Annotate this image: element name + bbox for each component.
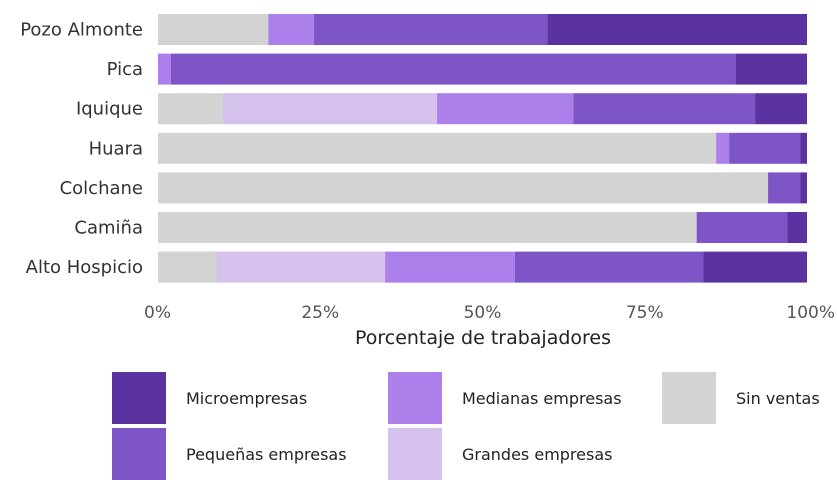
legend-swatch-microempresas (112, 372, 166, 424)
bar-huara-pequenas-empresas (729, 132, 801, 164)
legend-label-pequenas-empresas: Pequeñas empresas (186, 444, 347, 464)
bar-iquique-medianas-empresas (437, 93, 574, 125)
bar-iquique-sin-ventas (158, 93, 223, 125)
x-tick-label-25-: 25% (301, 303, 339, 323)
bar-camina-microempresas (787, 212, 807, 243)
bar-pica-pequenas-empresas (170, 53, 736, 85)
bar-camina-pequenas-empresas (696, 212, 788, 243)
legend-swatch-medianas-empresas (388, 372, 442, 424)
legend-item-pequenas-empresas: Pequeñas empresas (112, 428, 347, 480)
legend-label-sin-ventas: Sin ventas (736, 388, 820, 408)
category-label-colchane: Colchane (60, 178, 143, 199)
category-label-pozo-almonte: Pozo Almonte (20, 20, 143, 41)
bar-pozo-almonte-sin-ventas (158, 14, 269, 45)
bar-camina-sin-ventas (158, 212, 697, 243)
legend-swatch-pequenas-empresas (112, 428, 166, 480)
category-label-iquique: Iquique (76, 99, 143, 120)
bar-huara-sin-ventas (158, 132, 717, 164)
legend-item-microempresas: Microempresas (112, 372, 307, 424)
x-tick-label-0-: 0% (144, 303, 171, 323)
bar-pozo-almonte-medianas-empresas (268, 14, 314, 45)
bar-alto-hospicio-sin-ventas (158, 251, 217, 283)
x-axis-title: Porcentaje de trabajadores (355, 327, 611, 349)
category-label-pica: Pica (107, 59, 143, 80)
legend-label-microempresas: Microempresas (186, 388, 308, 408)
legend-item-medianas-empresas: Medianas empresas (388, 372, 622, 424)
bar-pozo-almonte-microempresas (547, 14, 807, 45)
bar-iquique-pequenas-empresas (573, 93, 756, 125)
bar-alto-hospicio-pequenas-empresas (514, 251, 704, 283)
bar-pica-microempresas (735, 53, 807, 85)
legend: Microempresas Medianas empresas Sin vent… (112, 372, 832, 480)
bar-huara-medianas-empresas (716, 132, 730, 164)
legend-swatch-sin-ventas (662, 372, 716, 424)
bar-colchane-microempresas (800, 172, 807, 204)
x-tick-label-100-: 100% (786, 303, 835, 323)
bar-alto-hospicio-medianas-empresas (385, 251, 515, 283)
legend-swatch-grandes-empresas (388, 428, 442, 480)
legend-item-sin-ventas: Sin ventas (662, 372, 820, 424)
bar-iquique-grandes-empresas (222, 93, 438, 125)
bar-colchane-pequenas-empresas (768, 172, 801, 204)
category-label-alto-hospicio: Alto Hospicio (26, 257, 143, 278)
bar-pozo-almonte-pequenas-empresas (313, 14, 548, 45)
bar-iquique-microempresas (755, 93, 807, 125)
x-tick-label-75-: 75% (626, 303, 664, 323)
x-tick-label-50-: 50% (464, 303, 502, 323)
legend-label-grandes-empresas: Grandes empresas (462, 444, 613, 464)
bar-alto-hospicio-microempresas (703, 251, 807, 283)
category-label-camina: Camiña (74, 218, 143, 239)
category-label-huara: Huara (89, 138, 143, 159)
bar-alto-hospicio-grandes-empresas (216, 251, 386, 283)
legend-label-medianas-empresas: Medianas empresas (462, 388, 622, 408)
bars-group (158, 14, 807, 283)
category-labels: Pozo Almonte Pica Iquique Huara Colchane Cami… (20, 20, 143, 279)
x-tick-labels: 0% 25% 50% 75% 100% (144, 303, 835, 323)
bar-pica-medianas-empresas (158, 53, 171, 85)
bar-huara-microempresas (800, 132, 807, 164)
legend-item-grandes-empresas: Grandes empresas (388, 428, 612, 480)
bar-colchane-sin-ventas (158, 172, 769, 204)
